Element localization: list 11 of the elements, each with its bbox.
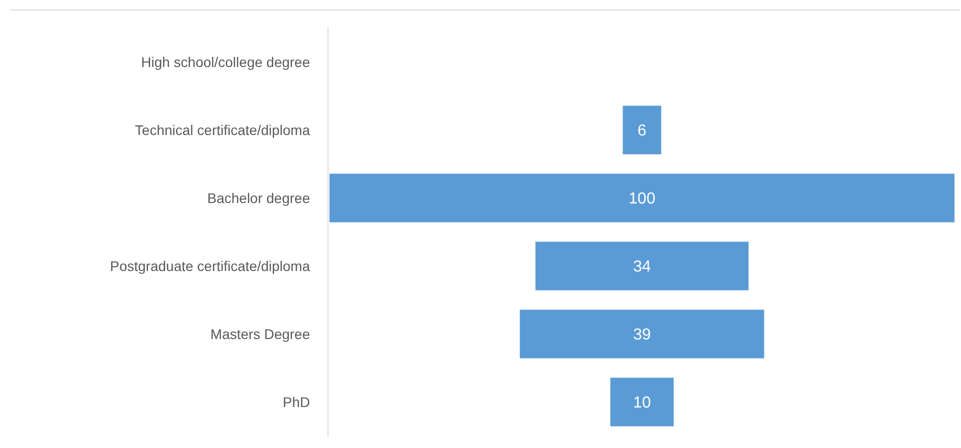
data-label: 39 [633, 326, 651, 344]
category-label: Postgraduate certificate/diploma [110, 258, 310, 274]
category-label: PhD [282, 394, 310, 410]
data-label: 34 [633, 258, 651, 276]
category-label: Bachelor degree [207, 190, 310, 206]
data-label: 6 [638, 122, 647, 140]
category-label: Masters Degree [210, 326, 310, 342]
category-label: High school/college degree [141, 54, 310, 70]
data-label: 100 [628, 190, 656, 208]
data-label: 10 [633, 394, 651, 412]
category-label: Technical certificate/diploma [134, 122, 310, 138]
